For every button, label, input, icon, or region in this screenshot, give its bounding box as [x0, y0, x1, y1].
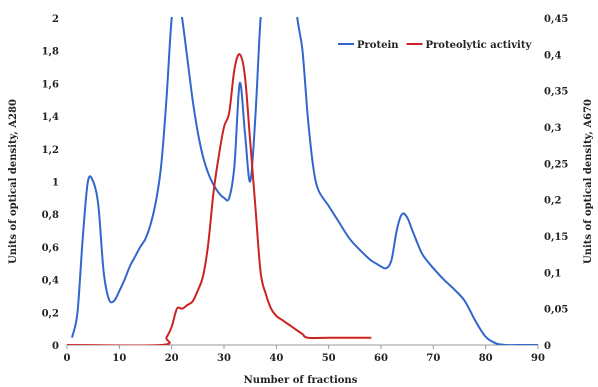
- left-tick-label: 0,2: [42, 308, 59, 319]
- legend-label: Proteolytic activity: [426, 40, 533, 51]
- right-tick-label: 0: [544, 341, 551, 352]
- legend-label: Protein: [357, 40, 399, 51]
- left-tick-label: 1,8: [42, 47, 59, 58]
- left-tick-label: 0,4: [42, 276, 59, 287]
- right-tick-label: 0,4: [544, 50, 561, 61]
- x-tick-label: 80: [479, 353, 493, 364]
- x-tick-label: 90: [531, 353, 545, 364]
- left-tick-label: 2: [52, 14, 59, 25]
- series-line-proteolytic-activity: [67, 53, 372, 345]
- right-tick-label: 0,3: [544, 123, 561, 134]
- right-tick-label: 0,05: [544, 305, 568, 316]
- right-tick-label: 0,25: [544, 159, 568, 170]
- right-axis-ticks: 0 0,05 0,1 0,15 0,2 0,25 0,3 0,35 0,4 0,45: [544, 14, 568, 352]
- right-tick-label: 0,15: [544, 232, 568, 243]
- left-tick-label: 1: [52, 178, 59, 189]
- x-tick-label: 0: [64, 353, 71, 364]
- left-tick-label: 0,6: [42, 243, 59, 254]
- x-axis-title: Number of fractions: [244, 375, 358, 386]
- right-tick-label: 0,35: [544, 87, 568, 98]
- x-tick-label: 40: [269, 353, 283, 364]
- legend: Protein Proteolytic activity: [338, 40, 532, 51]
- left-tick-label: 1,4: [42, 112, 59, 123]
- x-tick-label: 20: [165, 353, 179, 364]
- left-tick-label: 1,2: [42, 145, 59, 156]
- x-tick-label: 60: [374, 353, 388, 364]
- plot-lines: [67, 17, 538, 345]
- right-axis-title: Units of optical density, A670: [583, 99, 594, 264]
- left-axis-title: Units of optical density, A280: [8, 99, 19, 264]
- right-tick-label: 0,2: [544, 196, 561, 207]
- right-tick-label: 0,45: [544, 14, 568, 25]
- left-axis-ticks: 0 0,2 0,4 0,6 0,8 1 1,2 1,4 1,6 1,8 2: [42, 14, 59, 352]
- left-tick-label: 1,6: [42, 79, 59, 90]
- right-tick-label: 0,1: [544, 268, 561, 279]
- x-axis-ticks: 0 10 20 30 40 50 60 70 80 90: [64, 345, 545, 364]
- x-tick-label: 10: [112, 353, 126, 364]
- x-tick-label: 70: [426, 353, 440, 364]
- left-tick-label: 0,8: [42, 210, 59, 221]
- left-tick-label: 0: [52, 341, 59, 352]
- x-tick-label: 30: [217, 353, 231, 364]
- x-tick-label: 50: [322, 353, 336, 364]
